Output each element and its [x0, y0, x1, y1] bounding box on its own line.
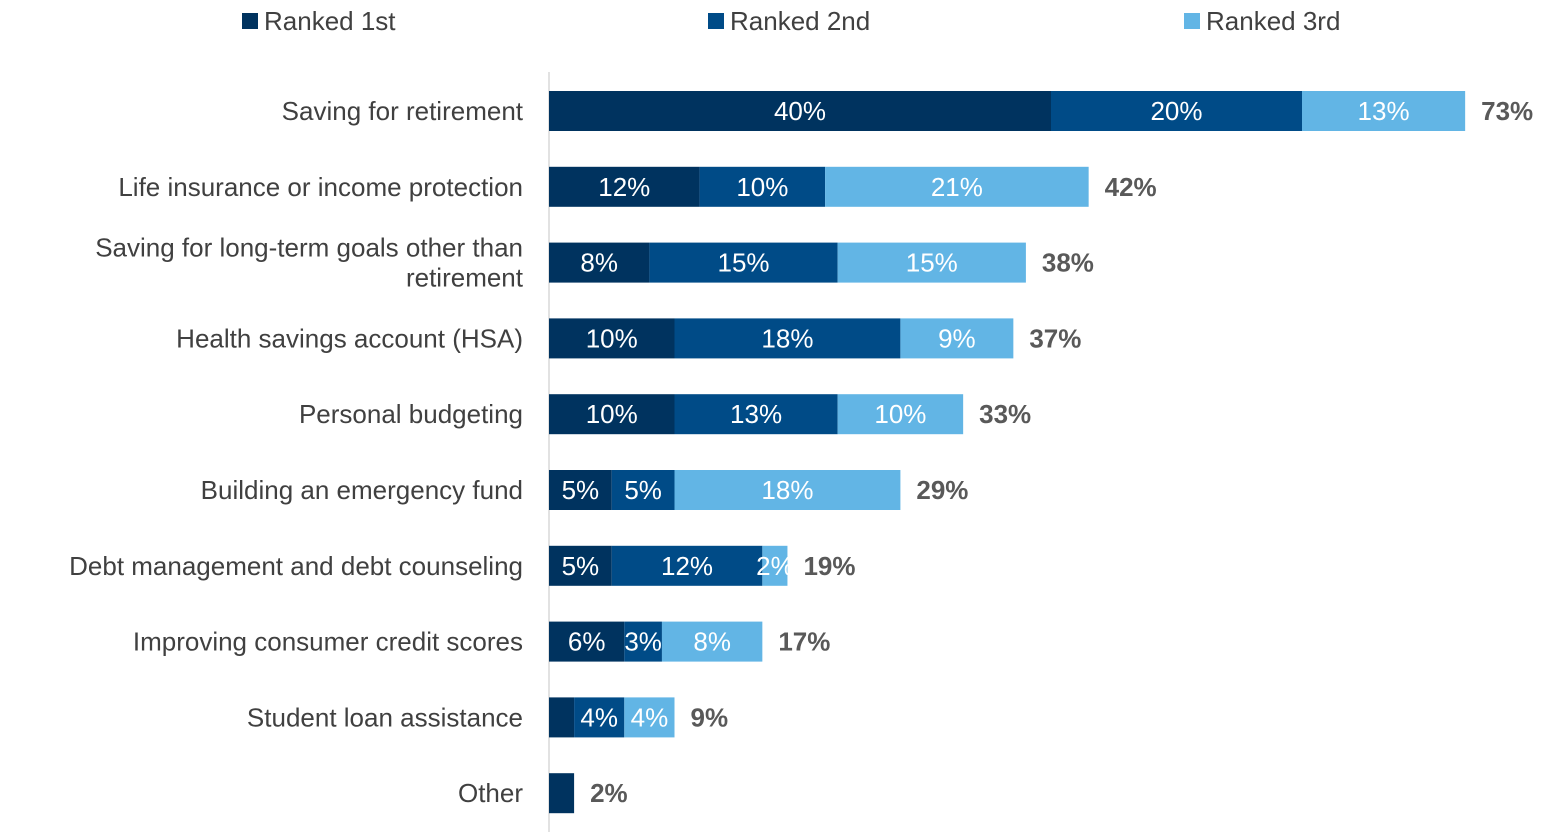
segment-value-label: 15% [906, 248, 958, 278]
legend-swatch-ranked-1st [242, 13, 258, 29]
category-label-line: Health savings account (HSA) [176, 323, 523, 353]
category-label-line: Saving for long-term goals other than [95, 233, 523, 263]
segment-value-label: 8% [580, 248, 618, 278]
segment-value-label: 5% [562, 551, 600, 581]
bar-segment [900, 318, 1014, 359]
total-value-label: 33% [979, 399, 1031, 429]
bar-segment [549, 545, 612, 586]
total-value-label: 42% [1105, 172, 1157, 202]
total-value-label: 29% [916, 475, 968, 505]
segment-value-label: 13% [1358, 96, 1410, 126]
bar-segment [549, 773, 575, 814]
segment-value-label: 18% [761, 323, 813, 353]
segment-value-label: 21% [931, 172, 983, 202]
segment-value-label: 15% [718, 248, 770, 278]
segment-value-label: 5% [624, 475, 662, 505]
bar-segment [674, 318, 901, 359]
bar-segment [674, 470, 901, 510]
segment-value-label: 10% [586, 399, 638, 429]
bar-segment [624, 697, 675, 738]
category-labels: Saving for retirement Life insurance or i… [69, 96, 524, 808]
segment-value-label: 6% [568, 627, 606, 657]
bar-segment [825, 166, 1089, 207]
segment-value-label: 13% [730, 399, 782, 429]
segment-value-label: 8% [693, 627, 731, 657]
category-label: Student loan assistance [247, 702, 523, 732]
bar-segment [674, 394, 838, 435]
category-label-line: Personal budgeting [299, 399, 523, 429]
legend-swatch-ranked-3rd [1184, 13, 1200, 29]
category-label-line: Student loan assistance [247, 702, 523, 732]
segment-value-label: 4% [580, 702, 618, 732]
category-label: Saving for long-term goals other than ret… [95, 233, 524, 293]
category-label: Other [458, 778, 523, 808]
category-label-line: Debt management and debt counseling [69, 551, 523, 581]
category-label: Personal budgeting [299, 399, 523, 429]
total-value-label: 38% [1042, 248, 1094, 278]
category-label-line: Building an emergency fund [201, 475, 523, 505]
total-value-label: 73% [1481, 96, 1533, 126]
bar-segment [1302, 91, 1466, 131]
category-label-line: Other [458, 778, 523, 808]
bar-segment [611, 470, 675, 510]
bar-segment [549, 621, 625, 662]
category-label: Debt management and debt counseling [69, 551, 523, 581]
category-label: Life insurance or income protection [118, 172, 523, 202]
category-label-line: Saving for retirement [282, 96, 524, 126]
category-label-line: Life insurance or income protection [118, 172, 523, 202]
bar-segment [549, 697, 575, 738]
bar-segment [549, 318, 675, 359]
legend-swatch-ranked-2nd [708, 13, 724, 29]
legend: Ranked 1st Ranked 2nd Ranked 3rd [242, 6, 1340, 36]
bar-segment [762, 545, 788, 586]
segment-value-label: 2% [756, 551, 794, 581]
segment-value-label: 12% [598, 172, 650, 202]
category-label: Building an emergency fund [201, 475, 523, 505]
segment-value-label: 40% [774, 96, 826, 126]
segment-value-label: 4% [631, 702, 669, 732]
category-label: Health savings account (HSA) [176, 323, 523, 353]
bar-segment [549, 91, 1051, 131]
bar-segment [1051, 91, 1302, 131]
bar-segment [574, 697, 625, 738]
bar-segment [549, 242, 650, 283]
segment-value-label: 3% [624, 627, 662, 657]
bar-segment [624, 621, 662, 662]
total-labels: 73% 42% 38% 37% 33% 29% 19% 17% 9% 2% [590, 96, 1533, 808]
category-label-line: Improving consumer credit scores [133, 627, 523, 657]
total-value-label: 2% [590, 778, 628, 808]
category-label-line: retirement [406, 263, 524, 293]
bars: 40% 20% 13% 12% 10% 21% 8% 15% 15% 10% 18% 9% 10% 13%… [549, 91, 1466, 814]
segment-value-label: 9% [938, 323, 976, 353]
category-label: Improving consumer credit scores [133, 627, 523, 657]
bar-segment [549, 394, 675, 435]
bar-segment [837, 242, 1026, 283]
bar-segment [611, 545, 763, 586]
segment-value-label: 20% [1150, 96, 1202, 126]
segment-value-label: 12% [661, 551, 713, 581]
segment-value-label: 18% [761, 475, 813, 505]
legend-label-ranked-3rd: Ranked 3rd [1206, 6, 1340, 36]
legend-label-ranked-1st: Ranked 1st [264, 6, 396, 36]
total-value-label: 19% [803, 551, 855, 581]
bar-segment [549, 470, 612, 510]
legend-label-ranked-2nd: Ranked 2nd [730, 6, 870, 36]
bar-segment [837, 394, 964, 435]
total-value-label: 37% [1029, 323, 1081, 353]
segment-value-label: 5% [562, 475, 600, 505]
segment-value-label: 10% [874, 399, 926, 429]
total-value-label: 9% [691, 702, 729, 732]
bar-segment [649, 242, 838, 283]
category-label: Saving for retirement [282, 96, 524, 126]
total-value-label: 17% [778, 627, 830, 657]
bar-segment [549, 166, 700, 207]
bar-segment [699, 166, 826, 207]
segment-value-label: 10% [736, 172, 788, 202]
bar-segment [661, 621, 763, 662]
segment-value-label: 10% [586, 323, 638, 353]
